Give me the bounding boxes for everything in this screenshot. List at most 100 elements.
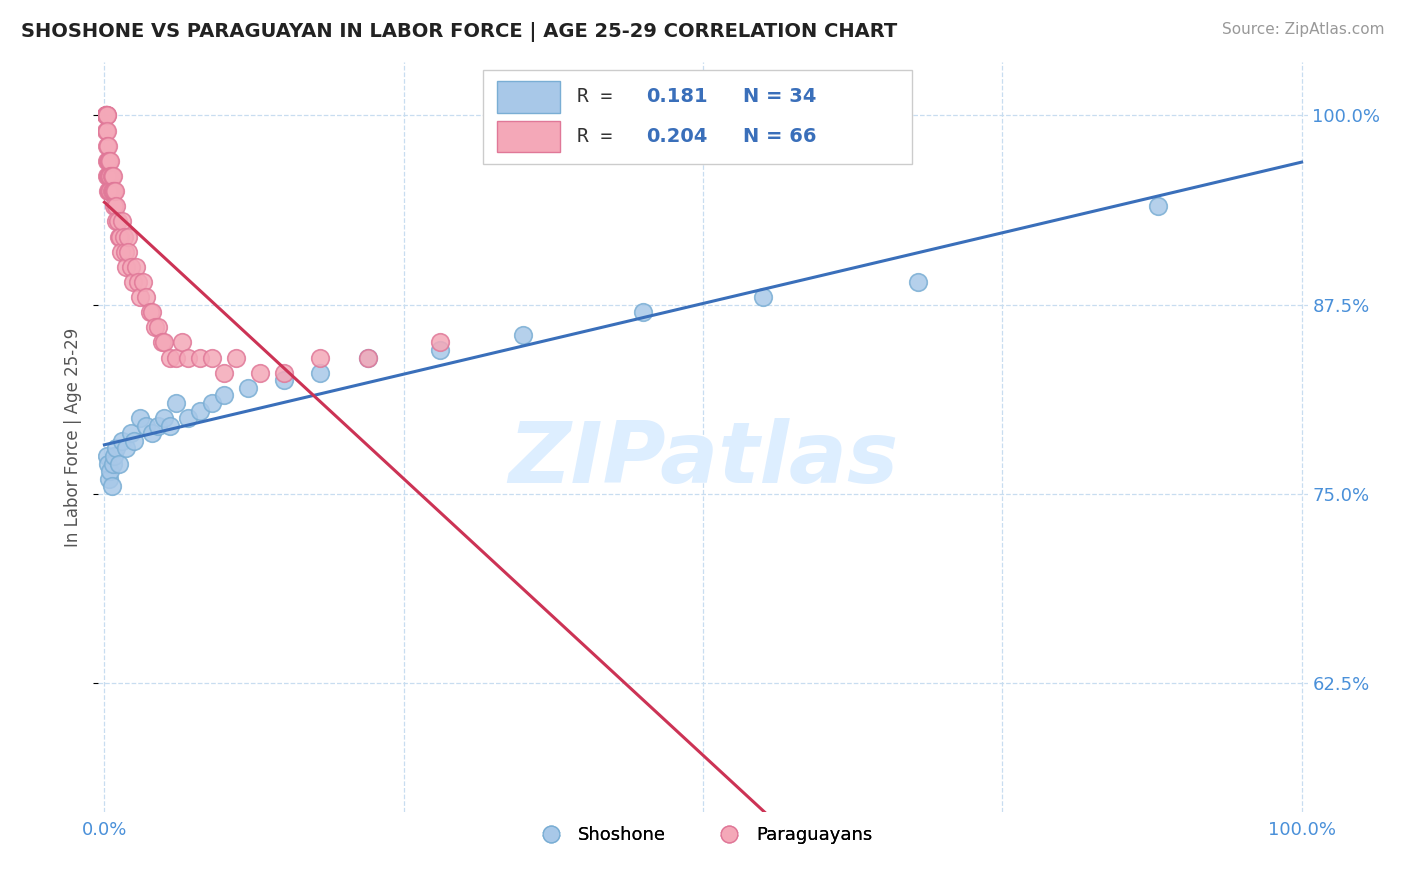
Paraguayans	[120, 260, 142, 274]
Shoshone	[97, 457, 120, 471]
Paraguayans	[103, 199, 125, 213]
Paraguayans	[135, 290, 157, 304]
Shoshone	[512, 327, 534, 342]
Shoshone	[165, 396, 187, 410]
FancyBboxPatch shape	[498, 81, 561, 112]
Paraguayans	[112, 229, 135, 244]
Paraguayans	[103, 184, 125, 198]
Shoshone	[201, 396, 224, 410]
Paraguayans	[98, 169, 121, 183]
Paraguayans	[177, 351, 200, 365]
Paraguayans	[127, 275, 149, 289]
Paraguayans	[159, 351, 181, 365]
Shoshone	[159, 418, 181, 433]
Shoshone	[148, 418, 170, 433]
Shoshone	[357, 351, 380, 365]
Shoshone	[1147, 199, 1170, 213]
Shoshone	[212, 388, 235, 402]
Paraguayans	[98, 153, 121, 168]
FancyBboxPatch shape	[498, 121, 561, 153]
Text: 0.181: 0.181	[647, 87, 707, 106]
Text: N = 66: N = 66	[742, 128, 817, 146]
Paraguayans	[429, 335, 451, 350]
Paraguayans	[111, 214, 134, 228]
Shoshone	[129, 411, 152, 425]
Paraguayans	[100, 153, 122, 168]
Paraguayans	[94, 108, 117, 122]
Text: R =: R =	[578, 87, 624, 106]
Paraguayans	[225, 351, 247, 365]
Paraguayans	[101, 169, 124, 183]
Paraguayans	[188, 351, 211, 365]
Text: ZIPatlas: ZIPatlas	[508, 418, 898, 501]
Shoshone	[111, 434, 134, 448]
Shoshone	[752, 290, 775, 304]
Shoshone	[188, 403, 211, 417]
Paraguayans	[309, 351, 332, 365]
Shoshone	[124, 434, 146, 448]
Paraguayans	[100, 184, 122, 198]
Paraguayans	[97, 153, 120, 168]
Shoshone	[96, 449, 118, 463]
Shoshone	[429, 343, 451, 357]
Shoshone	[103, 449, 125, 463]
Paraguayans	[96, 138, 118, 153]
Paraguayans	[105, 214, 128, 228]
Paraguayans	[110, 244, 132, 259]
Y-axis label: In Labor Force | Age 25-29: In Labor Force | Age 25-29	[63, 327, 82, 547]
Paraguayans	[115, 260, 138, 274]
Shoshone	[153, 411, 176, 425]
Paraguayans	[165, 351, 187, 365]
Shoshone	[105, 442, 128, 456]
Shoshone	[101, 457, 124, 471]
Paraguayans	[124, 260, 146, 274]
Shoshone	[273, 373, 295, 387]
Shoshone	[100, 464, 122, 478]
Paraguayans	[98, 184, 121, 198]
Paraguayans	[96, 153, 118, 168]
Paraguayans	[96, 123, 118, 137]
Paraguayans	[108, 229, 131, 244]
Paraguayans	[212, 366, 235, 380]
Paraguayans	[357, 351, 380, 365]
Shoshone	[141, 426, 163, 441]
Shoshone	[98, 472, 121, 486]
Paraguayans	[117, 244, 139, 259]
Paraguayans	[139, 305, 162, 319]
Text: N = 34: N = 34	[742, 87, 817, 106]
Paraguayans	[114, 244, 136, 259]
Legend: Shoshone, Paraguayans: Shoshone, Paraguayans	[526, 819, 880, 851]
Text: Source: ZipAtlas.com: Source: ZipAtlas.com	[1222, 22, 1385, 37]
Paraguayans	[273, 366, 295, 380]
Paraguayans	[97, 138, 120, 153]
Text: 0.204: 0.204	[647, 128, 707, 146]
Paraguayans	[100, 169, 122, 183]
Paraguayans	[141, 305, 163, 319]
Paraguayans	[101, 184, 124, 198]
Paraguayans	[105, 199, 128, 213]
Shoshone	[107, 457, 129, 471]
Paraguayans	[97, 184, 120, 198]
Paraguayans	[94, 108, 117, 122]
Shoshone	[135, 418, 157, 433]
Paraguayans	[94, 123, 117, 137]
Paraguayans	[172, 335, 194, 350]
Paraguayans	[104, 184, 127, 198]
Paraguayans	[96, 108, 118, 122]
Shoshone	[100, 479, 122, 493]
Paraguayans	[201, 351, 224, 365]
Shoshone	[907, 275, 929, 289]
Paraguayans	[150, 335, 173, 350]
Paraguayans	[153, 335, 176, 350]
Paraguayans	[143, 320, 166, 334]
Paraguayans	[94, 108, 117, 122]
Paraguayans	[107, 229, 129, 244]
Paraguayans	[100, 184, 122, 198]
Paraguayans	[117, 229, 139, 244]
Paraguayans	[96, 108, 118, 122]
Text: R =: R =	[578, 128, 624, 146]
Shoshone	[177, 411, 200, 425]
Paraguayans	[129, 290, 152, 304]
Paraguayans	[94, 108, 117, 122]
Paraguayans	[97, 169, 120, 183]
